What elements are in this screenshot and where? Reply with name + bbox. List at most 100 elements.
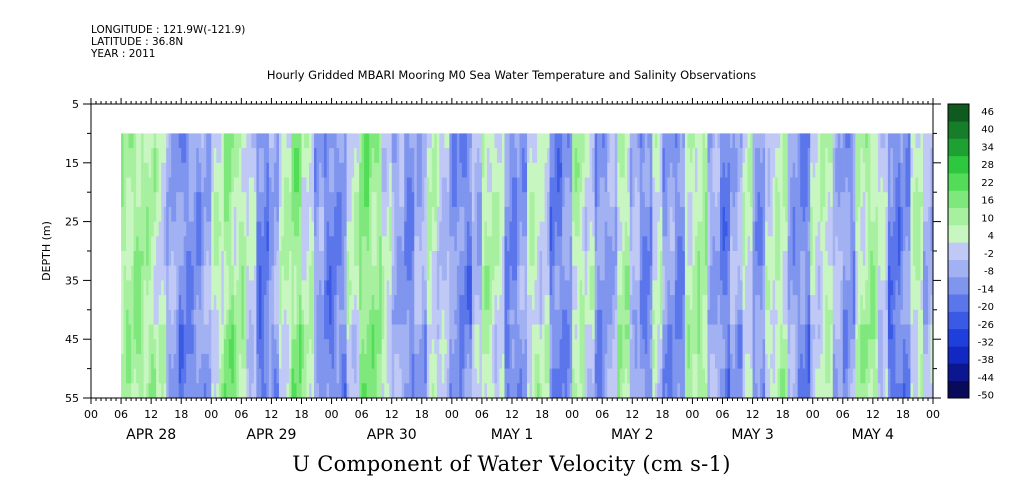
heatmap-cell bbox=[121, 324, 124, 340]
heatmap-cell bbox=[797, 353, 801, 369]
heatmap-cell bbox=[206, 221, 210, 237]
heatmap-cell bbox=[552, 339, 556, 355]
heatmap-cell bbox=[687, 368, 691, 384]
heatmap-cell bbox=[632, 339, 636, 355]
heatmap-cell bbox=[552, 368, 556, 384]
heatmap-cell bbox=[193, 368, 197, 384]
heatmap-cell bbox=[283, 265, 287, 281]
heatmap-cell bbox=[597, 309, 601, 325]
heatmap-cell bbox=[577, 280, 581, 296]
heatmap-cell bbox=[694, 206, 698, 222]
heatmap-cell bbox=[171, 353, 175, 369]
heatmap-cell bbox=[767, 309, 771, 325]
heatmap-cell bbox=[198, 251, 202, 267]
heatmap-cell bbox=[469, 383, 473, 399]
heatmap-cell bbox=[742, 236, 746, 252]
heatmap-cell bbox=[544, 133, 548, 149]
heatmap-cell bbox=[153, 192, 157, 208]
heatmap-cell bbox=[717, 353, 721, 369]
heatmap-cell bbox=[476, 324, 480, 340]
heatmap-cell bbox=[176, 280, 180, 296]
heatmap-cell bbox=[682, 192, 686, 208]
heatmap-cell bbox=[261, 192, 265, 208]
heatmap-cell bbox=[228, 309, 232, 325]
heatmap-cell bbox=[319, 221, 322, 237]
heatmap-cell bbox=[374, 368, 378, 384]
heatmap-cell bbox=[414, 309, 418, 325]
heatmap-cell bbox=[384, 177, 388, 193]
heatmap-cell bbox=[344, 309, 348, 325]
heatmap-cell bbox=[316, 162, 320, 178]
heatmap-cell bbox=[707, 368, 711, 384]
heatmap-cell bbox=[424, 265, 428, 281]
heatmap-cell bbox=[246, 295, 250, 311]
heatmap-cell bbox=[584, 265, 588, 281]
heatmap-cell bbox=[141, 177, 145, 193]
heatmap-cell bbox=[336, 148, 340, 164]
heatmap-cell bbox=[547, 133, 550, 149]
heatmap-cell bbox=[146, 251, 150, 267]
heatmap-cell bbox=[306, 251, 310, 267]
heatmap-cell bbox=[785, 339, 789, 355]
heatmap-cell bbox=[730, 368, 733, 384]
heatmap-cell bbox=[584, 206, 588, 222]
heatmap-cell bbox=[216, 251, 220, 267]
heatmap-cell bbox=[429, 251, 433, 267]
heatmap-cell bbox=[454, 162, 458, 178]
heatmap-cell bbox=[755, 339, 758, 355]
heatmap-cell bbox=[567, 206, 571, 222]
heatmap-cell bbox=[527, 324, 530, 340]
heatmap-cell bbox=[694, 221, 698, 237]
heatmap-cell bbox=[399, 206, 403, 222]
heatmap-cell bbox=[745, 251, 748, 267]
heatmap-cell bbox=[213, 324, 217, 340]
heatmap-cell bbox=[684, 251, 688, 267]
heatmap-cell bbox=[346, 383, 350, 399]
heatmap-cell bbox=[268, 280, 272, 296]
heatmap-cell bbox=[449, 295, 453, 311]
heatmap-cell bbox=[694, 353, 698, 369]
heatmap-cell bbox=[411, 221, 415, 237]
heatmap-cell bbox=[314, 162, 317, 178]
heatmap-cell bbox=[674, 368, 678, 384]
heatmap-cell bbox=[499, 133, 503, 149]
heatmap-cell bbox=[657, 265, 661, 281]
heatmap-cell bbox=[296, 236, 300, 252]
heatmap-cell bbox=[151, 221, 155, 237]
heatmap-cell bbox=[527, 221, 530, 237]
heatmap-cell bbox=[261, 295, 265, 311]
heatmap-cell bbox=[439, 265, 443, 281]
heatmap-cell bbox=[156, 236, 160, 252]
heatmap-cell bbox=[504, 221, 508, 237]
heatmap-cell bbox=[218, 251, 222, 267]
heatmap-cell bbox=[213, 353, 217, 369]
heatmap-cell bbox=[336, 192, 340, 208]
heatmap-cell bbox=[288, 309, 292, 325]
heatmap-cell bbox=[396, 206, 400, 222]
heatmap-cell bbox=[517, 177, 520, 193]
heatmap-cell bbox=[714, 309, 718, 325]
heatmap-cell bbox=[449, 324, 453, 340]
heatmap-cell bbox=[777, 265, 781, 281]
heatmap-cell bbox=[552, 309, 556, 325]
heatmap-cell bbox=[574, 339, 578, 355]
heatmap-cell bbox=[386, 324, 390, 340]
heatmap-cell bbox=[399, 162, 403, 178]
heatmap-cell bbox=[268, 192, 272, 208]
heatmap-cell bbox=[514, 368, 518, 384]
heatmap-cell bbox=[131, 236, 135, 252]
heatmap-cell bbox=[466, 383, 470, 399]
heatmap-cell bbox=[479, 148, 483, 164]
heatmap-cell bbox=[291, 280, 295, 296]
heatmap-cell bbox=[424, 192, 428, 208]
heatmap-cell bbox=[797, 280, 801, 296]
heatmap-cell bbox=[216, 206, 220, 222]
heatmap-cell bbox=[604, 177, 608, 193]
heatmap-cell bbox=[336, 339, 340, 355]
heatmap-cell bbox=[406, 295, 410, 311]
heatmap-cell bbox=[288, 206, 292, 222]
heatmap-cell bbox=[669, 221, 673, 237]
heatmap-cell bbox=[564, 324, 568, 340]
heatmap-cell bbox=[211, 236, 215, 252]
heatmap-cell bbox=[136, 295, 140, 311]
